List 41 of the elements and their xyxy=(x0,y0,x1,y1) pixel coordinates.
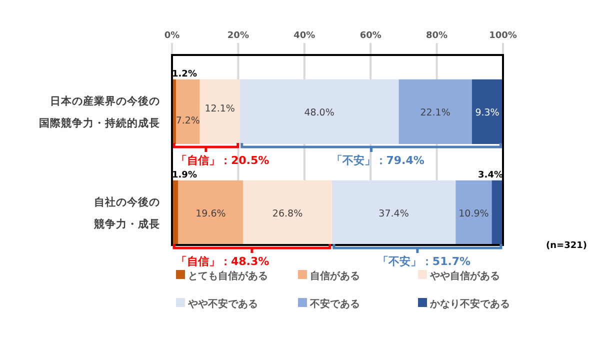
bar xyxy=(472,79,503,144)
legend-label: やや不安である xyxy=(187,298,258,310)
x-tick-label: 40% xyxy=(294,31,316,41)
bar xyxy=(178,180,244,245)
x-tick-label: 20% xyxy=(227,31,249,41)
data-label: 19.6% xyxy=(196,208,226,220)
legend-label: やや自信がある xyxy=(429,270,500,282)
x-tick-label: 100% xyxy=(489,31,517,41)
y-tick-label: 日本の産業界の今後の国際競争力・持続的成長 xyxy=(39,94,160,130)
text: (n=321) xyxy=(546,241,587,251)
bar xyxy=(398,79,472,144)
x-tick-label: 0% xyxy=(164,31,180,41)
data-label: 12.1% xyxy=(204,104,235,115)
data-label: 3.4% xyxy=(478,170,503,180)
data-label: 1.9% xyxy=(172,170,197,180)
annotation: 「不安」：79.4% xyxy=(331,154,424,167)
data-label: 1.2% xyxy=(172,69,197,80)
data-label: 37.4% xyxy=(378,208,409,220)
data-label: 22.1% xyxy=(420,108,450,119)
text: 「自信」：48.3% xyxy=(176,255,270,268)
bar xyxy=(492,180,503,245)
data-label: 26.8% xyxy=(272,208,303,220)
data-label: 10.9% xyxy=(458,208,489,220)
bar xyxy=(200,79,240,144)
annotation: 「自信」：20.5% xyxy=(176,154,270,167)
bar xyxy=(456,180,492,245)
data-label: 9.3% xyxy=(475,108,500,119)
legend-label: かなり不安である xyxy=(429,298,510,310)
x-tick-label: 80% xyxy=(426,31,448,41)
bar xyxy=(176,79,200,144)
text: 「不安」：51.7% xyxy=(377,255,471,268)
data-label: 48.0% xyxy=(304,108,334,119)
legend-label: 自信がある xyxy=(310,270,360,282)
data-label: 7.2% xyxy=(176,116,200,127)
bar xyxy=(243,180,332,245)
y-tick-label: 自社の今後の競争力・成長 xyxy=(93,196,160,231)
bar xyxy=(332,180,456,245)
bar xyxy=(240,79,399,144)
legend-label: とても自信がある xyxy=(188,270,268,282)
x-tick-label: 60% xyxy=(360,31,382,41)
legend-label: 不安である xyxy=(309,298,360,310)
